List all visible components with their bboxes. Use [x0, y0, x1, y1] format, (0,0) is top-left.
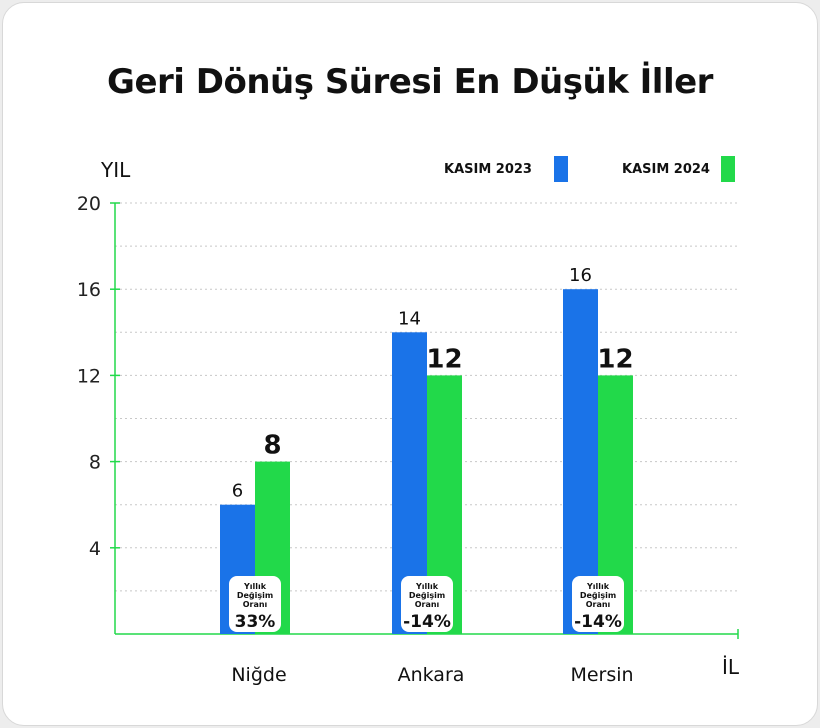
- legend-swatch-2024: [721, 156, 735, 182]
- x-tick-label: Ankara: [398, 664, 465, 686]
- legend-label-2023: KASIM 2023: [444, 162, 532, 177]
- change-rate-badge: Yıllık Değişim Oranı -14%: [572, 576, 624, 632]
- bar-value-label: 14: [398, 308, 421, 329]
- chart-title: Geri Dönüş Süresi En Düşük İller: [107, 62, 713, 102]
- y-axis-label: YIL: [101, 158, 131, 182]
- bar-value-label: 16: [569, 265, 592, 286]
- x-tick-label: Mersin: [570, 664, 633, 686]
- x-tick-label: Niğde: [231, 664, 286, 686]
- x-axis-label: İL: [722, 655, 740, 679]
- y-tick-label: 12: [77, 365, 101, 387]
- bar-value-label: 8: [263, 431, 281, 461]
- y-tick-label: 8: [89, 452, 101, 474]
- change-rate-badge: Yıllık Değişim Oranı 33%: [229, 576, 281, 632]
- change-rate-caption: Yıllık Değişim Oranı: [408, 582, 446, 609]
- y-tick-label: 4: [89, 538, 101, 560]
- change-rate-badge: Yıllık Değişim Oranı -14%: [401, 576, 453, 632]
- legend-label-2024: KASIM 2024: [622, 162, 710, 177]
- change-rate-caption: Yıllık Değişim Oranı: [236, 582, 274, 609]
- bar-value-label: 12: [426, 344, 462, 374]
- y-tick-label: 20: [77, 193, 101, 215]
- bar-value-label: 6: [232, 481, 243, 502]
- bar-value-label: 12: [597, 344, 633, 374]
- y-tick-label: 16: [77, 279, 101, 301]
- change-rate-caption: Yıllık Değişim Oranı: [579, 582, 617, 609]
- legend-swatch-2023: [554, 156, 568, 182]
- change-rate-value: -14%: [574, 612, 622, 632]
- change-rate-value: 33%: [234, 612, 276, 632]
- change-rate-value: -14%: [403, 612, 451, 632]
